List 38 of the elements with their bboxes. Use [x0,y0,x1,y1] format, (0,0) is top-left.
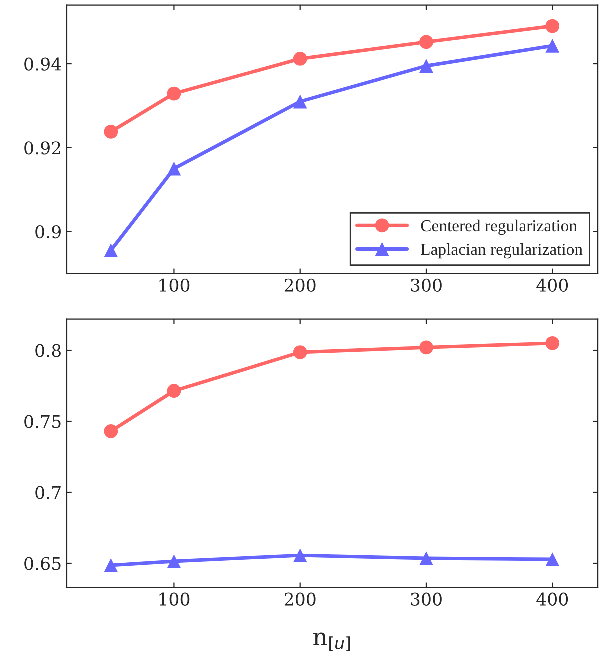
y-tick-label: 0.94 [24,58,62,71]
x-tick-label: 300 [411,278,442,292]
point [420,340,434,355]
x-tick-label: 100 [160,592,190,606]
point [546,336,560,350]
point [546,19,560,34]
y-tick-label: 0.65 [24,557,61,570]
x-tick-label: 100 [160,278,190,292]
point [293,346,308,360]
point [104,558,118,572]
y-tick-label: 0.7 [36,486,61,500]
x-tick-label: 300 [411,592,442,606]
x-tick-label: 400 [536,592,568,606]
point [104,424,118,438]
x-tick-label: 400 [536,278,568,292]
legend-label: Centered regularization [421,220,578,236]
point [167,86,182,101]
y-tick-label: 0.8 [36,344,61,358]
point [167,162,182,176]
point [546,39,560,53]
point [293,548,308,562]
x-tick-label: 200 [284,592,316,606]
point [420,552,434,566]
x-axis-title: n$_{[u]}$ [314,632,350,652]
point [420,35,434,50]
y-tick-label: 0.75 [24,415,61,428]
y-tick-label: 0.92 [24,142,60,155]
legend-label: Laplacian regularization [421,244,583,259]
point [420,59,434,74]
point [104,244,118,258]
point [104,124,118,139]
point [546,552,560,566]
point [167,384,182,398]
point [293,52,308,66]
x-tick-label: 200 [284,278,316,292]
point [167,554,182,568]
point [293,94,308,109]
y-tick-label: 0.9 [36,225,61,239]
